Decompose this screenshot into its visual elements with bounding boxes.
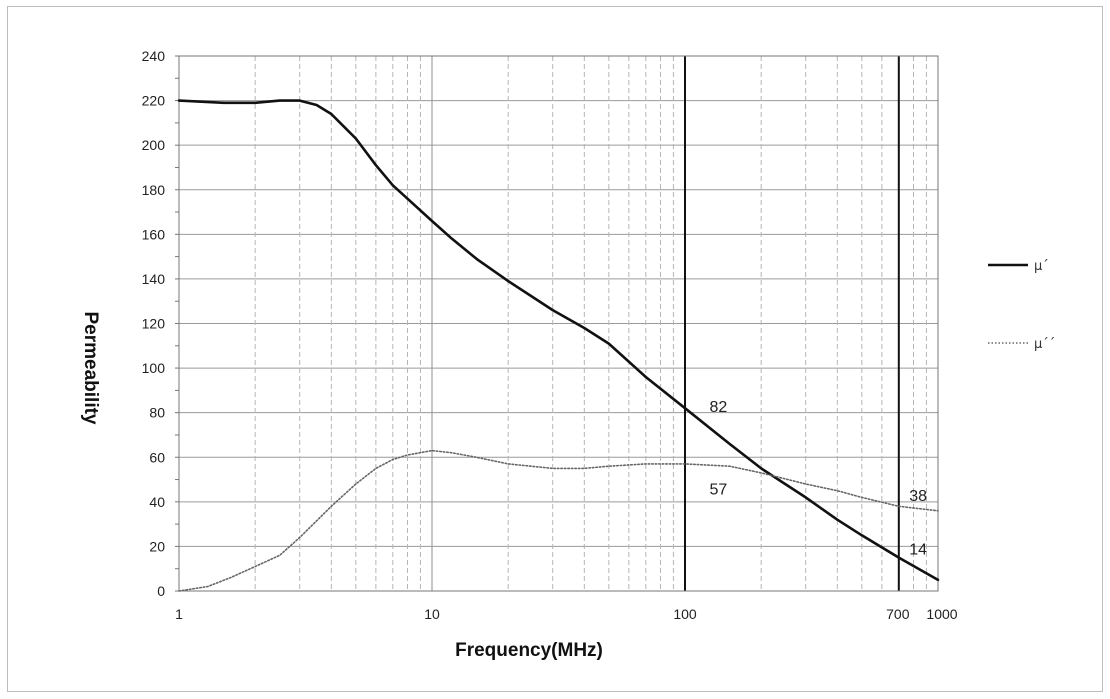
y-tick-label: 140: [142, 271, 166, 287]
legend-label: μ´: [1034, 259, 1049, 274]
value-annotation: 57: [710, 481, 728, 498]
annotations: 82 57 38 14: [710, 399, 928, 559]
y-axis-title: Permeability: [80, 312, 101, 425]
value-annotation: 38: [909, 488, 927, 505]
value-annotation: 14: [909, 542, 927, 559]
x-tick-label: 100: [673, 606, 697, 622]
chart-frame: [7, 6, 1103, 692]
y-tick-label: 160: [142, 226, 166, 242]
plot-area: [178, 55, 939, 592]
y-tick-label: 40: [149, 494, 165, 510]
value-annotation: 82: [710, 399, 728, 416]
tick-labels: 0 20 40 60 80 100 120 140 160 180 200 220 240 1 10 100 7…: [142, 48, 958, 622]
y-tick-label: 200: [142, 137, 166, 153]
y-tick-label: 240: [142, 48, 166, 64]
x-tick-label: 700: [886, 606, 910, 622]
x-tick-label: 1: [175, 606, 183, 622]
series-layer: [177, 99, 940, 592]
reference-lines: [684, 56, 900, 591]
y-tick-label: 60: [149, 449, 165, 465]
y-tick-label: 220: [142, 93, 166, 109]
legend: μ´ μ´´: [988, 259, 1055, 352]
x-axis-title: Frequency(MHz): [455, 640, 603, 661]
y-tick-label: 100: [142, 360, 166, 376]
series-mu-real-line: [177, 99, 940, 582]
legend-label: μ´´: [1034, 337, 1055, 352]
plot-border: [178, 55, 939, 592]
x-tick-label: 1000: [926, 606, 957, 622]
x-tick-label: 10: [424, 606, 440, 622]
y-tick-label: 80: [149, 405, 165, 421]
y-tick-label: 120: [142, 316, 166, 332]
y-tick-label: 180: [142, 182, 166, 198]
y-tick-label: 20: [149, 538, 165, 554]
series-mu-imaginary-line: [178, 449, 939, 592]
y-tick-label: 0: [157, 583, 165, 599]
